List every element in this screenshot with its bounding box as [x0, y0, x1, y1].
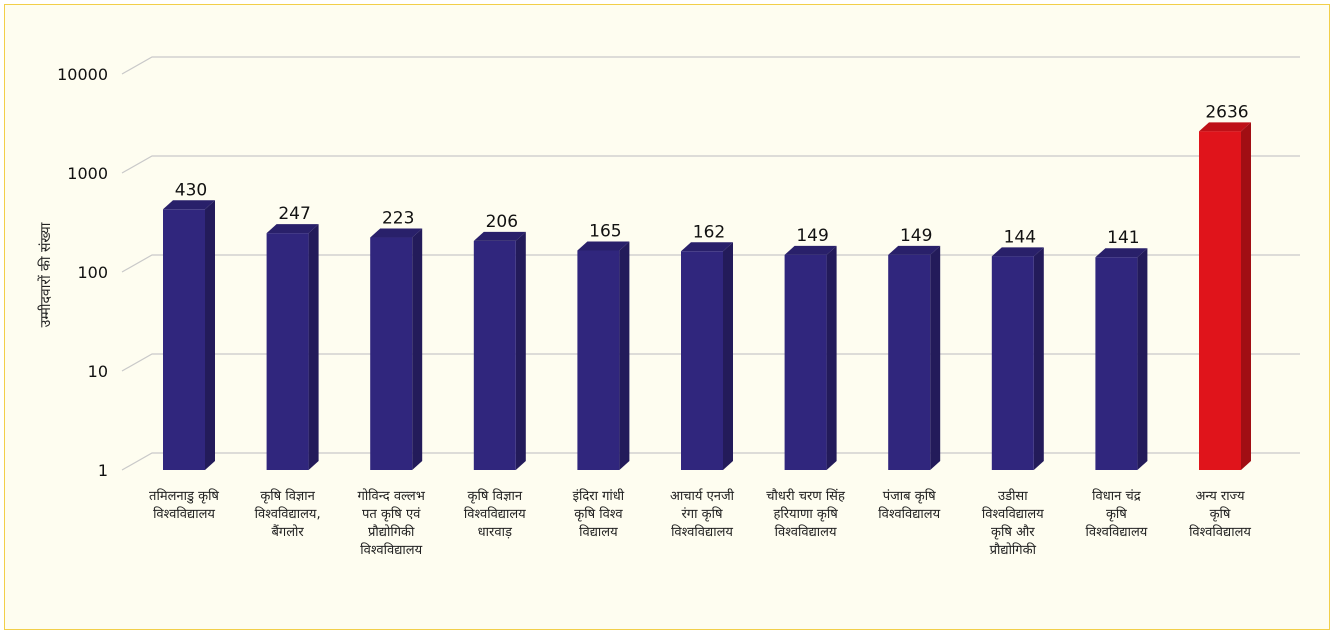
category-label-line: कृषि विज्ञान — [468, 488, 523, 504]
category-label-line: पत कृषि एवं — [362, 506, 421, 522]
category-label-line: विश्वविद्यालय — [153, 506, 215, 522]
bar-value-label: 162 — [693, 222, 725, 242]
bar-top — [888, 245, 941, 255]
bar-value-label: 430 — [175, 180, 207, 200]
bar-value-label: 223 — [382, 209, 414, 229]
y-tick-label: 100 — [77, 263, 108, 282]
category-label: विधान चंद्र कृषि विश्वविद्यालय — [1085, 488, 1147, 540]
bar — [1199, 131, 1241, 470]
bar-side — [619, 241, 630, 470]
bar-top — [784, 245, 837, 255]
bar-value-label: 247 — [278, 204, 310, 224]
bar-top — [473, 231, 526, 241]
bar — [163, 209, 205, 470]
bar-side — [1033, 247, 1044, 470]
category-label-line: अन्य राज्य — [1195, 489, 1245, 504]
category-label-line: विश्वविद्यालय — [1189, 524, 1251, 540]
bar — [991, 256, 1034, 470]
category-label-line: रंगा कृषि — [681, 506, 722, 522]
bar-side — [1137, 248, 1148, 470]
y-tick-label: 10 — [88, 362, 108, 381]
bar — [370, 237, 413, 470]
category-label-line: तमिलनाडु कृषि — [149, 488, 219, 504]
category-label: गोविन्द वल्लभ पत कृषि एवं प्रौद्योगिकी विश्… — [358, 488, 426, 558]
bar-top — [266, 224, 319, 234]
y-axis-label: उम्मीदवारों की संख्या — [37, 222, 54, 327]
bar-side — [723, 242, 733, 470]
bar-value-label: 149 — [796, 226, 828, 246]
bar-side — [826, 245, 837, 470]
bar — [1095, 257, 1138, 470]
bar-top — [577, 241, 630, 251]
bar-top — [1199, 122, 1251, 132]
bar-value-label: 144 — [1004, 227, 1036, 247]
bar-value-label: 2636 — [1205, 102, 1248, 122]
bar-top — [370, 228, 423, 238]
bar — [888, 254, 931, 470]
category-label-line: कृषि विज्ञान — [260, 488, 315, 504]
bar-side — [930, 245, 941, 470]
category-label-line: आचार्य एनजी — [670, 488, 735, 504]
category-label-line: कृषि विश्व — [574, 506, 623, 522]
category-label-line: उडीसा — [998, 488, 1028, 504]
category-label-line: विद्यालय — [579, 524, 618, 540]
category-label-line: प्रौद्योगिकी — [990, 542, 1037, 558]
bar-value-label: 149 — [900, 226, 932, 246]
category-label-line: विश्वविद्यालय, — [255, 506, 321, 522]
category-label-line: इंदिरा गांधी — [573, 488, 625, 504]
gridline — [121, 56, 1300, 75]
category-label: कृषि विज्ञान विश्वविद्यालय, बैंगलोर — [255, 488, 321, 540]
category-label-line: विश्वविद्यालय — [671, 524, 733, 540]
bar — [577, 250, 620, 470]
bar — [681, 251, 723, 470]
y-tick-label: 10000 — [57, 65, 108, 84]
category-label: पंजाब कृषि विश्वविद्यालय — [878, 488, 940, 522]
category-label-line: कृषि — [1106, 506, 1127, 522]
category-label-line: विश्वविद्यालय — [878, 506, 940, 522]
bar-side — [515, 231, 526, 470]
category-label-line: धारवाड़ — [478, 525, 513, 540]
category-label-line: बैंगलोर — [271, 524, 304, 540]
bar-top — [681, 242, 733, 252]
category-label-line: विधान चंद्र — [1092, 488, 1142, 504]
y-tick-label: 1 — [98, 461, 108, 480]
bar-value-label: 206 — [486, 212, 518, 232]
category-label-line: विश्वविद्यालय — [982, 506, 1044, 522]
category-label-line: विश्वविद्यालय — [775, 524, 837, 540]
category-label-line: प्रौद्योगिकी — [368, 524, 415, 540]
category-label-line: विश्वविद्यालय — [464, 506, 526, 522]
category-label-line: विश्वविद्यालय — [1085, 524, 1147, 540]
bar-value-label: 165 — [589, 221, 621, 241]
category-label: उडीसा विश्वविद्यालय कृषि और प्रौद्योगिकी — [982, 488, 1044, 558]
gridline — [121, 155, 1300, 174]
bar — [266, 233, 309, 470]
bar — [473, 240, 516, 470]
category-label: तमिलनाडु कृषि विश्वविद्यालय — [149, 488, 219, 522]
category-label-line: विश्वविद्यालय — [360, 542, 422, 558]
bar-side — [1241, 122, 1251, 470]
bar-side — [412, 228, 423, 470]
bar — [784, 254, 827, 470]
category-label-line: हरियाणा कृषि — [773, 506, 838, 522]
category-label-line: पंजाब कृषि — [883, 488, 936, 504]
bar-side — [205, 200, 215, 470]
category-label-line: कृषि और — [991, 524, 1035, 540]
bar-top — [991, 247, 1044, 257]
category-label: कृषि विज्ञान विश्वविद्यालय धारवाड़ — [464, 488, 526, 540]
y-tick-label: 1000 — [67, 164, 108, 183]
category-label-line: चौधरी चरण सिंह — [766, 488, 846, 504]
bar-top — [163, 200, 215, 210]
bar-value-label: 141 — [1107, 228, 1139, 248]
bar-top — [1095, 248, 1148, 258]
category-label: अन्य राज्य कृषि विश्वविद्यालय — [1189, 489, 1251, 540]
category-label: आचार्य एनजी रंगा कृषि विश्वविद्यालय — [670, 488, 735, 540]
category-label-line: गोविन्द वल्लभ — [358, 488, 426, 504]
category-label: इंदिरा गांधी कृषि विश्व विद्यालय — [573, 488, 625, 540]
bar-side — [308, 224, 319, 470]
category-label-line: कृषि — [1210, 506, 1231, 522]
category-label: चौधरी चरण सिंह हरियाणा कृषि विश्वविद्यालय — [766, 488, 846, 540]
